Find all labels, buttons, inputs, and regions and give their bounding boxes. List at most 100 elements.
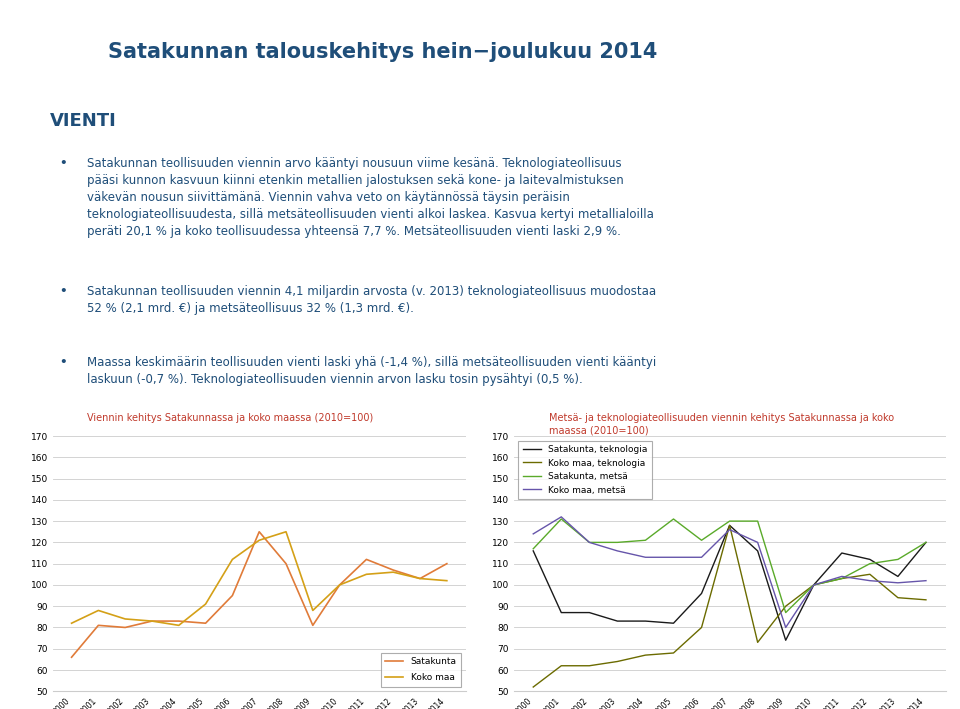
Line: Koko maa, teknologia: Koko maa, teknologia	[533, 525, 926, 687]
Koko maa, metsä	[584, 538, 595, 547]
Koko maa, metsä	[639, 553, 651, 562]
Koko maa, teknologia	[752, 638, 763, 647]
Koko maa, metsä	[696, 553, 708, 562]
Satakunta, teknologia	[780, 636, 791, 644]
Text: Viennin kehitys Satakunnassa ja koko maassa (2010=100): Viennin kehitys Satakunnassa ja koko maa…	[87, 413, 373, 423]
Koko maa	[66, 619, 78, 627]
Koko maa	[119, 615, 131, 623]
Text: Satakunnan teollisuuden viennin 4,1 miljardin arvosta (v. 2013) teknologiateolli: Satakunnan teollisuuden viennin 4,1 milj…	[87, 285, 657, 315]
Satakunta, metsä	[556, 515, 567, 523]
Koko maa, teknologia	[780, 602, 791, 610]
Satakunta	[227, 591, 238, 600]
Koko maa	[307, 606, 319, 615]
Satakunta, teknologia	[808, 581, 820, 589]
Legend: Satakunta, Koko maa: Satakunta, Koko maa	[381, 652, 461, 687]
Satakunta	[200, 619, 211, 627]
Satakunta, metsä	[612, 538, 623, 547]
Satakunta, teknologia	[556, 608, 567, 617]
Text: Satakunnan talouskehitys hein−joulukuu 2014: Satakunnan talouskehitys hein−joulukuu 2…	[108, 43, 658, 62]
Koko maa, metsä	[724, 525, 735, 534]
Koko maa, metsä	[668, 553, 680, 562]
Satakunta	[119, 623, 131, 632]
Satakunta, metsä	[921, 538, 932, 547]
Satakunta	[66, 653, 78, 661]
Satakunta	[361, 555, 372, 564]
Satakunta, teknologia	[527, 547, 539, 555]
Satakunta, metsä	[527, 545, 539, 553]
Koko maa	[415, 574, 426, 583]
Satakunta, metsä	[639, 536, 651, 545]
Koko maa, metsä	[808, 581, 820, 589]
Koko maa, teknologia	[556, 661, 567, 670]
Koko maa, teknologia	[892, 593, 903, 602]
Satakunta, teknologia	[696, 589, 708, 598]
Satakunta, teknologia	[612, 617, 623, 625]
Satakunta, metsä	[864, 559, 876, 568]
Koko maa	[361, 570, 372, 579]
Satakunta, teknologia	[724, 521, 735, 530]
Satakunta, teknologia	[668, 619, 680, 627]
Text: •: •	[60, 356, 67, 369]
Satakunta, teknologia	[921, 538, 932, 547]
Text: Satakunnan teollisuuden viennin arvo kääntyi nousuun viime kesänä. Teknologiateo: Satakunnan teollisuuden viennin arvo kää…	[87, 157, 654, 238]
Satakunta, teknologia	[892, 572, 903, 581]
Satakunta	[280, 559, 292, 568]
Koko maa, metsä	[892, 579, 903, 587]
Satakunta, metsä	[780, 608, 791, 617]
Koko maa	[388, 568, 399, 576]
Koko maa, teknologia	[724, 521, 735, 530]
Satakunta, teknologia	[836, 549, 848, 557]
Line: Satakunta: Satakunta	[72, 532, 446, 657]
Satakunta, teknologia	[639, 617, 651, 625]
Text: Metsä- ja teknologiateollisuuden viennin kehitys Satakunnassa ja koko
maassa (20: Metsä- ja teknologiateollisuuden viennin…	[549, 413, 894, 435]
Text: •: •	[60, 285, 67, 298]
Text: •: •	[60, 157, 67, 169]
Koko maa, teknologia	[639, 651, 651, 659]
Satakunta, teknologia	[864, 555, 876, 564]
Satakunta	[92, 621, 104, 630]
Koko maa	[334, 581, 346, 589]
Koko maa, metsä	[864, 576, 876, 585]
Satakunta, metsä	[752, 517, 763, 525]
Koko maa, teknologia	[836, 574, 848, 583]
Koko maa, teknologia	[864, 570, 876, 579]
Koko maa	[200, 600, 211, 608]
Satakunta	[441, 559, 452, 568]
Koko maa	[173, 621, 184, 630]
Satakunta, metsä	[724, 517, 735, 525]
Satakunta, metsä	[892, 555, 903, 564]
Koko maa	[441, 576, 452, 585]
Koko maa	[146, 617, 157, 625]
Satakunta, metsä	[668, 515, 680, 523]
Satakunta, teknologia	[752, 547, 763, 555]
Legend: Satakunta, teknologia, Koko maa, teknologia, Satakunta, metsä, Koko maa, metsä: Satakunta, teknologia, Koko maa, teknolo…	[518, 440, 652, 499]
Koko maa, metsä	[527, 530, 539, 538]
Satakunta, teknologia	[584, 608, 595, 617]
Line: Satakunta, teknologia: Satakunta, teknologia	[533, 525, 926, 640]
Koko maa	[280, 527, 292, 536]
Koko maa	[92, 606, 104, 615]
Line: Koko maa, metsä: Koko maa, metsä	[533, 517, 926, 627]
Koko maa, teknologia	[584, 661, 595, 670]
Text: 9: 9	[13, 684, 23, 698]
Koko maa, metsä	[752, 538, 763, 547]
Koko maa, teknologia	[668, 649, 680, 657]
Satakunta	[415, 574, 426, 583]
Satakunta	[307, 621, 319, 630]
Text: Maassa keskimäärin teollisuuden vienti laski yhä (-1,4 %), sillä metsäteollisuud: Maassa keskimäärin teollisuuden vienti l…	[87, 356, 657, 386]
Koko maa, metsä	[612, 547, 623, 555]
Koko maa, teknologia	[696, 623, 708, 632]
Line: Satakunta, metsä: Satakunta, metsä	[533, 519, 926, 613]
Koko maa, metsä	[836, 572, 848, 581]
Satakunta, metsä	[836, 574, 848, 583]
Satakunta, metsä	[696, 536, 708, 545]
Koko maa, metsä	[556, 513, 567, 521]
Text: VIENTI: VIENTI	[50, 112, 117, 130]
Koko maa, metsä	[921, 576, 932, 585]
Koko maa	[253, 536, 265, 545]
Koko maa, metsä	[780, 623, 791, 632]
Line: Koko maa: Koko maa	[72, 532, 446, 625]
Satakunta, metsä	[584, 538, 595, 547]
Satakunta	[388, 566, 399, 574]
Koko maa, teknologia	[921, 596, 932, 604]
